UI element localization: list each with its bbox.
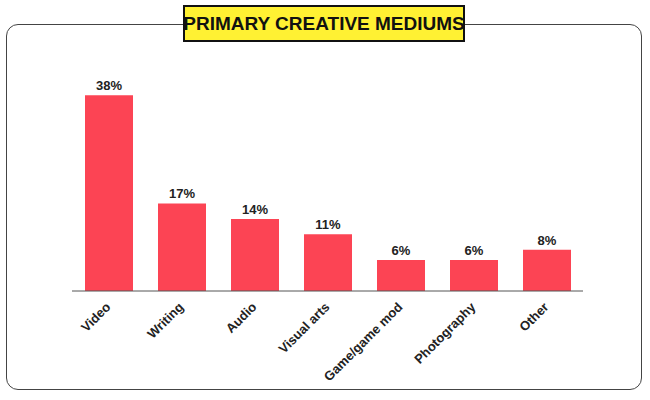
html-text:PRIMARY CREATIVE MEDIUMS: PRIMARY CREATIVE MEDIUMS <box>183 12 465 34</box>
svg-text:Visual arts: Visual arts <box>276 299 333 356</box>
svg-text:8%: 8% <box>538 233 557 248</box>
svg-text:Photography: Photography <box>411 299 479 367</box>
svg-text:Other: Other <box>516 299 551 334</box>
svg-text:14%: 14% <box>242 202 268 217</box>
svg-text:Audio: Audio <box>223 299 260 336</box>
svg-text:Game/game mod: Game/game mod <box>321 299 406 384</box>
svg-text:Video: Video <box>78 299 114 335</box>
svg-text:38%: 38% <box>96 78 122 93</box>
svg-text:17%: 17% <box>169 186 195 201</box>
svg-text:6%: 6% <box>465 243 484 258</box>
svg-text:6%: 6% <box>392 243 411 258</box>
svg-text:Writing: Writing <box>144 299 186 341</box>
svg-text:11%: 11% <box>315 217 341 232</box>
